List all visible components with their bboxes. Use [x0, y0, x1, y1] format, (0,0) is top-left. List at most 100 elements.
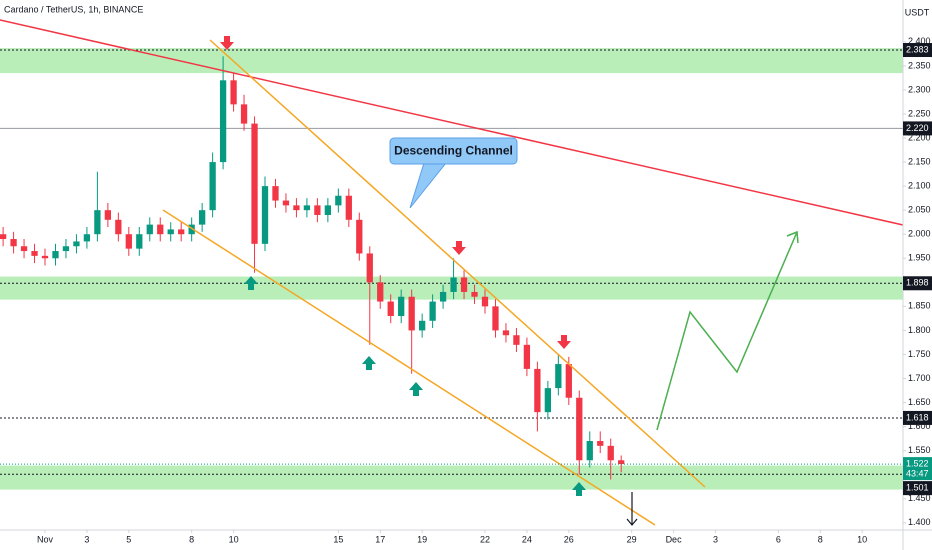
candle-body — [366, 253, 373, 283]
countdown-label: 43:47 — [906, 468, 929, 478]
candle-body — [136, 234, 143, 249]
candle-body — [251, 123, 258, 244]
y-tick-label: 2.350 — [908, 60, 931, 70]
candle-body — [544, 388, 552, 413]
candle-body — [576, 397, 583, 461]
sell-marker — [452, 241, 466, 255]
buy-marker — [244, 276, 258, 290]
candle-body — [419, 320, 426, 331]
candle-body — [293, 205, 300, 211]
price-level-label: 1.618 — [906, 412, 929, 422]
candle-body — [429, 301, 436, 321]
candle-body — [104, 210, 112, 220]
x-tick-label: 3 — [84, 534, 89, 544]
x-tick-label: 26 — [564, 534, 574, 544]
candle-body — [607, 445, 614, 461]
candle-body — [31, 251, 38, 256]
x-tick-label: 6 — [776, 534, 781, 544]
buy-marker — [572, 482, 586, 496]
candle-body — [20, 246, 28, 252]
candle-body — [513, 335, 520, 345]
buy-marker — [409, 382, 423, 396]
candle-body — [10, 239, 17, 247]
candle-body — [439, 291, 447, 302]
candle-body — [345, 195, 352, 220]
y-tick-label: 2.050 — [908, 205, 931, 215]
callout-box — [389, 137, 518, 165]
down-arrowhead — [626, 518, 638, 526]
candle-body — [565, 364, 572, 398]
y-tick-label: 2.150 — [908, 156, 931, 166]
price-level-box — [903, 410, 932, 425]
buy-marker — [362, 356, 376, 370]
currency-label: USDT — [905, 7, 930, 17]
candle-body — [188, 224, 195, 235]
candle-body — [408, 296, 415, 331]
price-level-box — [903, 481, 932, 496]
y-tick-label: 1.700 — [908, 373, 931, 383]
price-level-box — [903, 276, 932, 291]
candle-body — [52, 251, 59, 259]
candle-body — [0, 234, 7, 240]
y-tick-label: 1.400 — [908, 517, 931, 527]
x-tick-label: Nov — [37, 534, 54, 544]
chart-title: Cardano / TetherUS, 1h, BINANCE — [4, 4, 143, 14]
price-level-box — [903, 121, 932, 136]
candle-body — [240, 104, 248, 124]
candle-body — [115, 219, 122, 235]
support-zone — [0, 48, 903, 74]
projection-arrowhead — [786, 230, 799, 244]
x-tick-label: 8 — [818, 534, 823, 544]
x-tick-label: 29 — [627, 534, 637, 544]
y-tick-label: 1.600 — [908, 421, 931, 431]
projection-path — [656, 231, 798, 431]
y-tick-label: 1.550 — [908, 445, 931, 455]
candle-body — [586, 441, 593, 461]
y-tick-label: 2.400 — [908, 36, 931, 46]
channel-lower — [162, 209, 656, 526]
candles — [0, 56, 625, 480]
candle-body — [272, 186, 279, 201]
levels — [0, 49, 903, 475]
candle-body — [597, 441, 604, 446]
y-tick-label: 2.100 — [908, 181, 931, 191]
candle-body — [157, 224, 164, 235]
candle-body — [219, 80, 227, 163]
candle-body — [199, 210, 206, 225]
sell-marker — [220, 36, 234, 50]
zones — [0, 48, 903, 490]
candle-body — [178, 229, 185, 235]
candle-body — [62, 246, 70, 252]
candle-body — [314, 205, 321, 215]
candle-body — [282, 200, 290, 206]
y-tick-label: 2.000 — [908, 229, 931, 239]
candle-body — [460, 277, 468, 292]
candle-body — [555, 364, 562, 389]
candle-body — [41, 255, 49, 259]
x-tick-label: Dec — [666, 534, 683, 544]
candle-body — [261, 186, 269, 244]
y-tick-label: 1.650 — [908, 397, 931, 407]
y-tick-label: 2.300 — [908, 84, 931, 94]
x-tick-label: 3 — [713, 534, 718, 544]
candle-body — [303, 205, 311, 211]
candle-body — [356, 219, 363, 254]
x-tick-label: 10 — [229, 534, 239, 544]
candle-body — [167, 229, 174, 235]
y-tick-label: 2.200 — [908, 132, 931, 142]
candle-body — [387, 301, 394, 316]
candle-body — [502, 330, 510, 336]
candle-body — [398, 296, 405, 316]
last-price-box — [903, 457, 932, 481]
price-level-box — [903, 43, 932, 58]
candle-body — [450, 277, 457, 292]
resistance-trendline — [0, 19, 904, 226]
candle-body — [83, 234, 91, 242]
y-tick-label: 1.850 — [908, 301, 931, 311]
y-tick-label: 1.750 — [908, 349, 931, 359]
candle-body — [471, 291, 478, 297]
candle-body — [324, 205, 332, 215]
x-tick-label: 19 — [417, 534, 427, 544]
